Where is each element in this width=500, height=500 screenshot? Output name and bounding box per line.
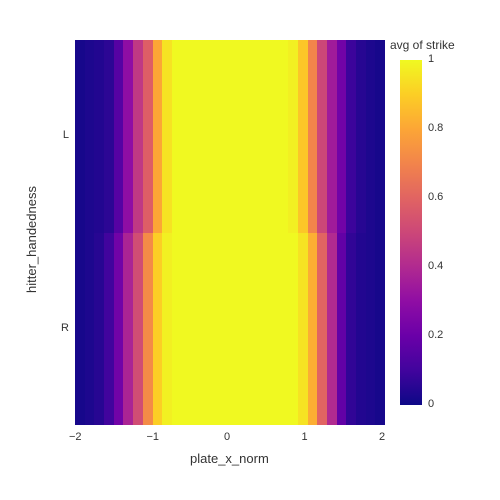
- heatmap-cell: [133, 40, 143, 233]
- heatmap-cell: [249, 233, 259, 426]
- heatmap-cell: [278, 40, 288, 233]
- x-axis-label: plate_x_norm: [190, 451, 269, 466]
- colorbar-tick-label: 0.4: [428, 260, 443, 272]
- heatmap-cell: [240, 233, 250, 426]
- colorbar-gradient: [400, 60, 422, 405]
- heatmap-cell: [337, 40, 347, 233]
- heatmap-cell: [104, 40, 114, 233]
- heatmap-cell: [269, 40, 279, 233]
- heatmap-cell: [143, 40, 153, 233]
- heatmap-cell: [375, 233, 385, 426]
- heatmap-cell: [75, 40, 85, 233]
- heatmap-cell: [366, 233, 376, 426]
- heatmap-cell: [75, 233, 85, 426]
- heatmap-cell: [327, 40, 337, 233]
- y-axis-label: hitter_handedness: [24, 186, 39, 293]
- heatmap-cell: [356, 40, 366, 233]
- heatmap-cell: [356, 233, 366, 426]
- heatmap-cell: [317, 233, 327, 426]
- heatmap-cell: [327, 233, 337, 426]
- colorbar-tick-label: 0: [428, 398, 434, 410]
- colorbar-title: avg of strike: [390, 38, 455, 52]
- heatmap-cell: [375, 40, 385, 233]
- heatmap-cell: [346, 40, 356, 233]
- heatmap-cell: [240, 40, 250, 233]
- heatmap-cell: [153, 40, 163, 233]
- heatmap-cell: [114, 40, 124, 233]
- heatmap-cell: [191, 40, 201, 233]
- heatmap-cell: [269, 233, 279, 426]
- x-tick-label: 0: [224, 431, 230, 443]
- heatmap-cell: [278, 233, 288, 426]
- heatmap-cell: [201, 233, 211, 426]
- colorbar-tick-label: 1: [428, 53, 434, 65]
- colorbar-tick-label: 0.6: [428, 191, 443, 203]
- heatmap-cell: [346, 233, 356, 426]
- x-tick-label: −2: [69, 431, 82, 443]
- colorbar: [400, 60, 422, 405]
- heatmap-cell: [366, 40, 376, 233]
- x-tick-label: 2: [379, 431, 385, 443]
- colorbar-tick-label: 0.2: [428, 329, 443, 341]
- heatmap-cell: [230, 40, 240, 233]
- heatmap-cell: [259, 40, 269, 233]
- heatmap-cell: [133, 233, 143, 426]
- heatmap-cell: [288, 40, 298, 233]
- heatmap-cell: [123, 40, 133, 233]
- heatmap-cell: [153, 233, 163, 426]
- heatmap-cell: [220, 40, 230, 233]
- heatmap-cell: [308, 40, 318, 233]
- heatmap-cell: [288, 233, 298, 426]
- heatmap-cell: [123, 233, 133, 426]
- heatmap-cell: [182, 233, 192, 426]
- heatmap-cell: [162, 233, 172, 426]
- heatmap-cell: [259, 233, 269, 426]
- heatmap-cell: [94, 233, 104, 426]
- colorbar-tick-label: 0.8: [428, 122, 443, 134]
- heatmap-cell: [85, 233, 95, 426]
- heatmap-plot: [75, 40, 385, 425]
- heatmap-cell: [85, 40, 95, 233]
- heatmap-cell: [298, 40, 308, 233]
- heatmap-cell: [172, 233, 182, 426]
- heatmap-cell: [172, 40, 182, 233]
- heatmap-cell: [337, 233, 347, 426]
- heatmap-cell: [317, 40, 327, 233]
- heatmap-row: [75, 40, 385, 233]
- y-tick-label: L: [63, 129, 69, 141]
- heatmap-cell: [182, 40, 192, 233]
- heatmap-cell: [162, 40, 172, 233]
- heatmap-cell: [143, 233, 153, 426]
- heatmap-row: [75, 233, 385, 426]
- heatmap-cell: [94, 40, 104, 233]
- heatmap-cell: [211, 40, 221, 233]
- heatmap-cell: [114, 233, 124, 426]
- heatmap-cell: [191, 233, 201, 426]
- heatmap-cell: [104, 233, 114, 426]
- heatmap-cell: [308, 233, 318, 426]
- heatmap-cell: [298, 233, 308, 426]
- heatmap-cell: [211, 233, 221, 426]
- heatmap-cell: [230, 233, 240, 426]
- x-tick-label: −1: [147, 431, 160, 443]
- heatmap-cell: [201, 40, 211, 233]
- heatmap-cell: [220, 233, 230, 426]
- heatmap-cell: [249, 40, 259, 233]
- x-tick-label: 1: [302, 431, 308, 443]
- y-tick-label: R: [61, 322, 69, 334]
